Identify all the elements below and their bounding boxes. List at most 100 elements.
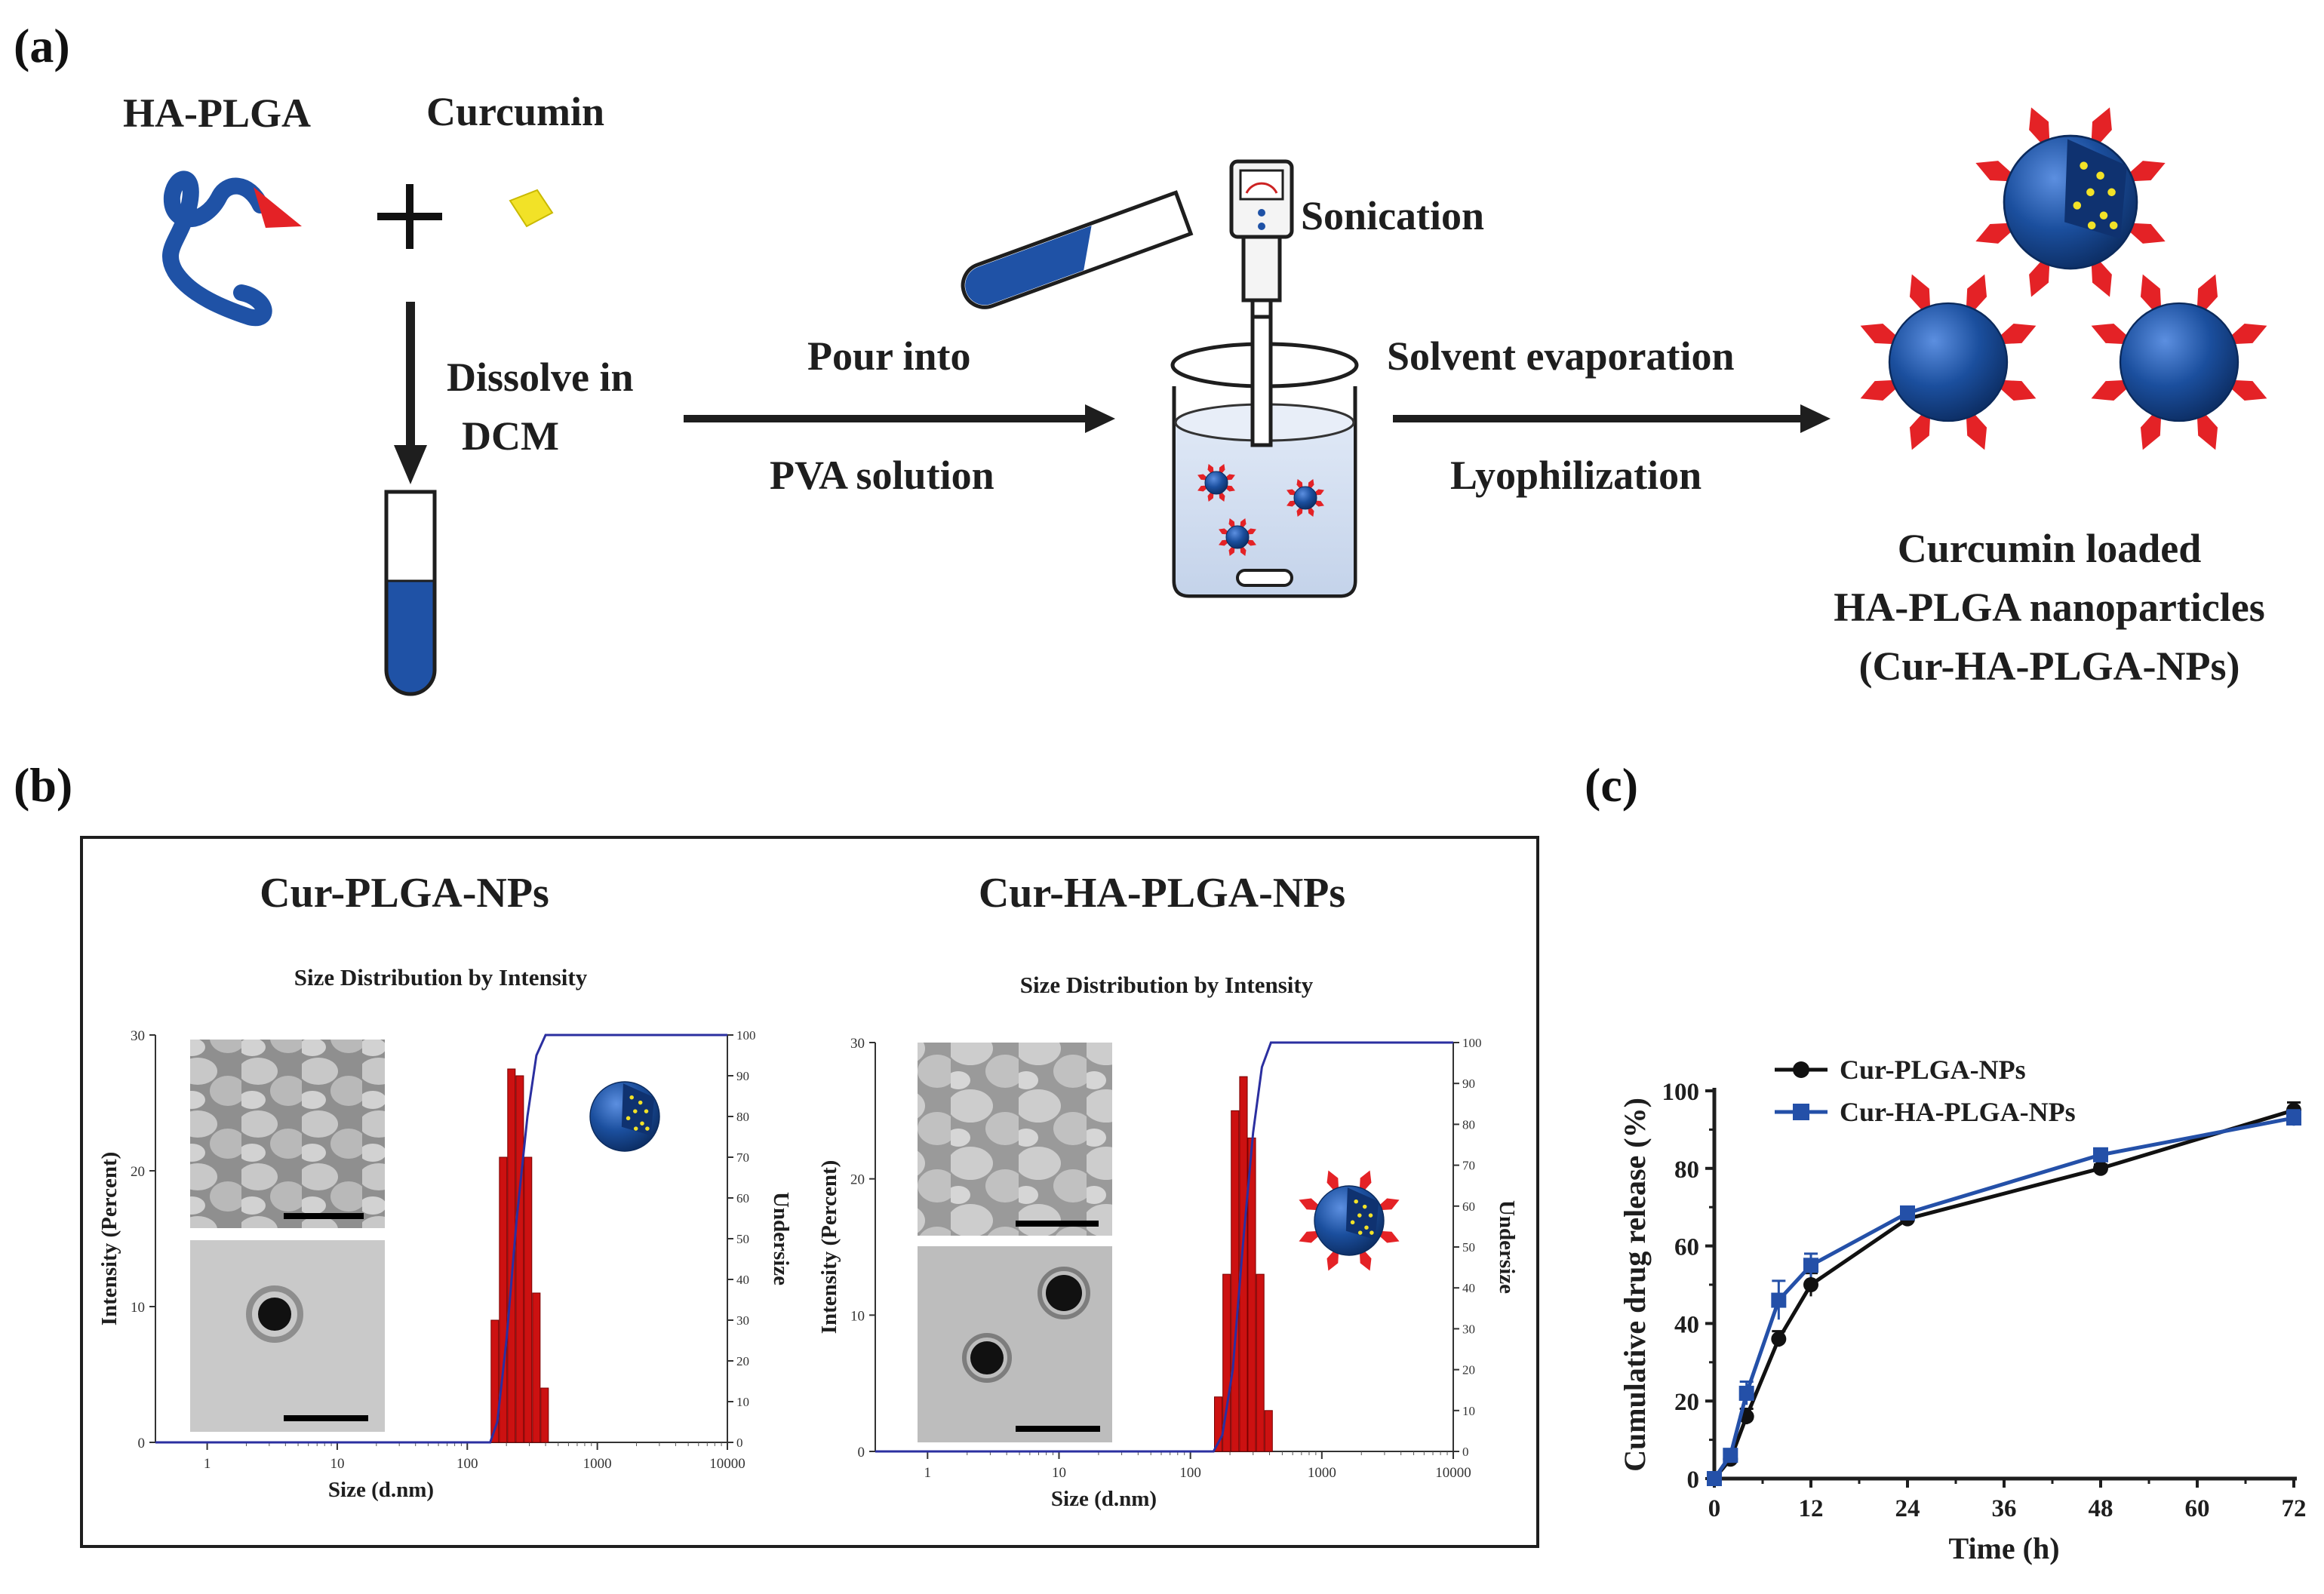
size-bar — [1214, 1396, 1223, 1452]
beaker-np — [1219, 518, 1256, 556]
beaker-np — [1197, 464, 1235, 502]
x-tick-label: 1000 — [1308, 1465, 1336, 1481]
legend-marker — [1793, 1061, 1809, 1078]
chart-left-subtitle: Size Distribution by Intensity — [294, 964, 588, 990]
size-bar — [1222, 1273, 1231, 1452]
data-point — [1738, 1385, 1754, 1401]
x-tick-label: 12 — [1799, 1495, 1824, 1522]
solvent-evaporation-label: Solvent evaporation — [1387, 333, 1735, 379]
ha-spike — [1308, 506, 1314, 517]
ha-spike — [1286, 489, 1297, 496]
chart-left-title: Cur-PLGA-NPs — [260, 870, 549, 917]
sonication-label: Sonication — [1301, 193, 1484, 238]
dissolve-arrow-icon — [394, 302, 427, 484]
y2-tick-label: 10 — [1462, 1404, 1475, 1418]
ha-spike — [2140, 413, 2162, 450]
np-core — [2119, 302, 2239, 422]
x-tick-label: 100 — [456, 1456, 478, 1472]
beaker-nanoparticles — [1197, 464, 1324, 556]
y2-axis-label: Undersize — [769, 1192, 793, 1285]
product-np-left — [1860, 274, 2037, 450]
panel-label-a: (a) — [14, 19, 70, 72]
evaporation-arrow-icon — [1393, 404, 1831, 433]
panel-c: (c) 0 12 24 36 48 60 72 0 20 40 60 80 100 Cur-PLGA-NP… — [1585, 758, 2307, 1565]
ha-spike — [1207, 491, 1214, 502]
x-tick-label: 1 — [924, 1465, 932, 1481]
y-tick-label: 40 — [1674, 1311, 1699, 1338]
x-axis-label: Time (h) — [1948, 1531, 2059, 1565]
size-bar — [515, 1075, 524, 1443]
ha-spike — [1314, 489, 1324, 496]
undersize-line — [155, 1033, 727, 1444]
curcumin-dot — [2107, 188, 2116, 197]
curcumin-dot — [1370, 1230, 1374, 1235]
ha-spike — [2196, 413, 2218, 450]
ha-spike — [1225, 485, 1235, 492]
ha-spike — [1359, 1170, 1372, 1191]
dcm-label: DCM — [462, 413, 559, 459]
y-tick-label: 10 — [850, 1308, 865, 1324]
ha-spike — [1207, 464, 1214, 475]
pour-arrow-icon — [684, 404, 1115, 433]
curcumin-dot — [2087, 221, 2096, 230]
legend-marker — [1793, 1104, 1809, 1120]
x-tick-label: 60 — [2185, 1495, 2210, 1522]
product-nanoparticles — [1860, 107, 2267, 450]
curcumin-dot — [1362, 1204, 1367, 1209]
legend-label: Cur-PLGA-NPs — [1840, 1055, 2026, 1085]
sem-image-left — [190, 1040, 385, 1228]
x-tick-label: 24 — [1895, 1495, 1920, 1522]
y-tick-label: 30 — [850, 1036, 865, 1052]
y2-tick-label: 60 — [1462, 1199, 1475, 1214]
x-axis-label: Size (d.nm) — [1051, 1487, 1157, 1511]
ha-plga-label: HA-PLGA — [123, 91, 311, 136]
data-point — [1803, 1258, 1818, 1273]
y2-tick-label: 90 — [736, 1069, 749, 1083]
y2-tick-label: 50 — [736, 1232, 749, 1246]
plga-np-icon — [589, 1081, 660, 1152]
ha-spike — [2230, 323, 2267, 345]
x-tick-label: 1 — [204, 1456, 211, 1472]
size-bar — [490, 1319, 500, 1443]
y-tick-label: 0 — [138, 1436, 146, 1451]
y2-tick-label: 80 — [1462, 1117, 1475, 1132]
beaker-icon — [1170, 315, 1359, 598]
y-tick-label: 20 — [1674, 1389, 1699, 1416]
data-point — [2093, 1147, 2108, 1162]
ha-spike — [1246, 528, 1256, 535]
y2-tick-label: 100 — [736, 1028, 756, 1043]
x-axis-label: Size (d.nm) — [328, 1478, 434, 1502]
ha-spike — [2091, 260, 2112, 297]
curcumin-dot — [1357, 1230, 1363, 1235]
ha-spike — [1219, 491, 1225, 502]
ha-spike — [2000, 379, 2037, 401]
curcumin-crystal-icon — [509, 189, 554, 228]
curcumin-dot — [2080, 161, 2088, 170]
np-cutaway — [621, 1083, 655, 1136]
data-point — [1900, 1205, 1915, 1221]
data-point — [1707, 1471, 1722, 1486]
y-tick-label: 20 — [131, 1164, 145, 1180]
y2-tick-label: 0 — [1462, 1445, 1469, 1459]
ha-plga-np-icon — [1299, 1170, 1400, 1271]
product-np-right — [2091, 274, 2267, 450]
ha-spike — [1228, 518, 1235, 529]
x-tick-label: 48 — [2089, 1495, 2113, 1522]
y2-tick-label: 30 — [1462, 1322, 1475, 1336]
ha-spike — [1860, 323, 1897, 345]
y2-tick-label: 20 — [736, 1354, 749, 1368]
y2-tick-label: 0 — [736, 1436, 743, 1450]
undersize-line — [875, 1041, 1453, 1453]
plga-np — [589, 1081, 660, 1152]
data-point — [1771, 1331, 1787, 1347]
y-tick-label: 20 — [850, 1172, 865, 1188]
curcumin-dot — [1350, 1220, 1355, 1225]
np-cutaway — [2064, 139, 2127, 239]
y-tick-label: 60 — [1674, 1234, 1699, 1261]
y-tick-label: 30 — [131, 1028, 145, 1044]
y2-tick-label: 70 — [736, 1150, 749, 1165]
ha-spike — [1314, 500, 1324, 507]
size-bar — [499, 1156, 508, 1443]
ha-spike — [1379, 1230, 1400, 1243]
x-tick-label: 0 — [1708, 1495, 1721, 1522]
